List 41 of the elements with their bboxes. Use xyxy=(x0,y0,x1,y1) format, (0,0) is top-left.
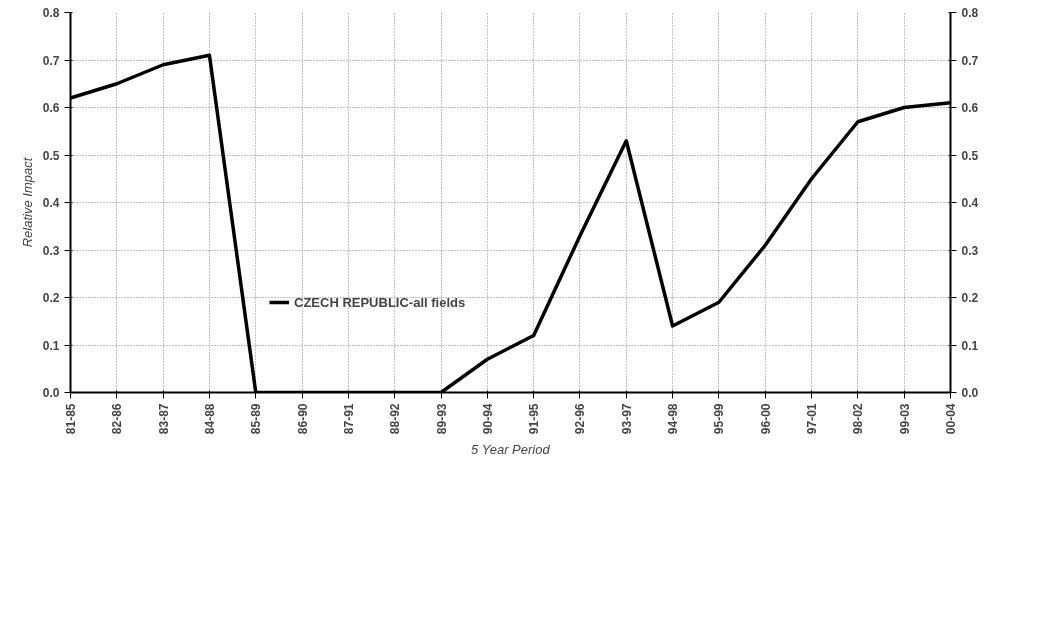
y2-tick-label: 0.0 xyxy=(961,386,979,400)
y-tick-label: 0.0 xyxy=(42,386,60,400)
y-tick-label: 0.5 xyxy=(42,148,60,163)
x-tick-label: 81-85 xyxy=(64,403,78,435)
y2-tick-label: 0.5 xyxy=(961,148,979,163)
y2-tick-label: 0.3 xyxy=(961,243,979,258)
y-tick-label: 0.7 xyxy=(42,53,60,68)
x-tick-label: 97-01 xyxy=(805,403,820,435)
x-tick-label: 83-87 xyxy=(156,403,171,435)
y-tick-label: 0.6 xyxy=(42,101,60,115)
y2-tick-label: 0.2 xyxy=(961,291,979,305)
x-tick-label: 84-88 xyxy=(202,403,217,435)
y-tick-label: 0.8 xyxy=(42,6,60,20)
x-tick-label: 85-89 xyxy=(249,403,264,435)
x-tick-label: 99-03 xyxy=(897,403,912,435)
y-axis-title: Relative Impact xyxy=(19,156,35,248)
y2-tick-label: 0.7 xyxy=(961,53,979,68)
y2-tick-label: 0.6 xyxy=(961,101,979,115)
y-tick-label: 0.1 xyxy=(42,338,60,353)
x-tick-label: 87-91 xyxy=(341,403,356,435)
y-tick-label: 0.3 xyxy=(42,243,60,258)
x-tick-label: 98-02 xyxy=(851,403,866,435)
legend-label: CZECH REPUBLIC-all fields xyxy=(294,294,466,310)
x-tick-label: 93-97 xyxy=(619,403,634,435)
y-tick-label: 0.2 xyxy=(42,291,60,305)
x-tick-label: 90-94 xyxy=(480,403,495,435)
x-tick-label: 89-93 xyxy=(434,403,449,435)
x-tick-label: 82-86 xyxy=(110,403,125,435)
x-tick-label: 92-96 xyxy=(573,403,588,435)
x-tick-label: 96-00 xyxy=(758,403,773,435)
x-tick-label: 88-92 xyxy=(388,403,403,435)
x-tick-label: 00-04 xyxy=(944,403,958,435)
y2-tick-label: 0.1 xyxy=(961,338,979,353)
x-tick-label: 95-99 xyxy=(712,403,727,435)
x-tick-label: 91-95 xyxy=(527,403,542,435)
y2-tick-label: 0.8 xyxy=(961,6,979,20)
x-tick-label: 94-98 xyxy=(666,403,681,435)
x-tick-label: 86-90 xyxy=(295,403,310,435)
x-axis-title: 5 Year Period xyxy=(471,442,551,458)
y-tick-label: 0.4 xyxy=(42,196,60,210)
y2-tick-label: 0.4 xyxy=(961,196,979,210)
